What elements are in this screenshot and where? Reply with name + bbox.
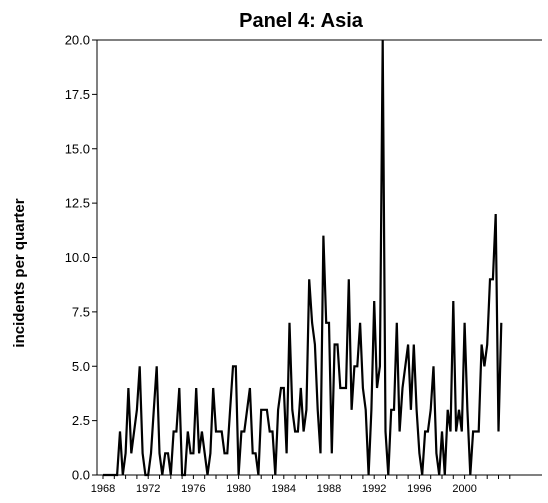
axes xyxy=(96,39,542,476)
y-axis-label: incidents per quarter xyxy=(11,198,28,347)
y-tick-label: 17.5 xyxy=(65,87,90,102)
x-tick-label: 1984 xyxy=(272,483,296,495)
chart-title: Panel 4: Asia xyxy=(239,10,364,32)
y-tick-label: 5.0 xyxy=(72,359,90,374)
x-tick-label: 1980 xyxy=(226,483,250,495)
x-tick-label: 2000 xyxy=(452,483,476,495)
y-tick-label: 2.5 xyxy=(72,413,90,428)
y-tick-label: 7.5 xyxy=(72,304,90,319)
x-tick-label: 1996 xyxy=(407,483,431,495)
x-tick-label: 1968 xyxy=(91,483,115,495)
x-tick-label: 1992 xyxy=(362,483,386,495)
x-ticks: 1968 1972 1976 1980 1984 1988 1992 1996 2000 xyxy=(91,475,511,495)
x-tick-label: 1976 xyxy=(181,483,205,495)
y-tick-label: 12.5 xyxy=(65,196,90,211)
y-tick-label: 10.0 xyxy=(65,250,90,265)
y-tick-label: 20.0 xyxy=(65,33,90,48)
series-line xyxy=(103,39,503,477)
x-tick-label: 1988 xyxy=(317,483,341,495)
plot-area xyxy=(103,39,503,477)
y-tick-label: 0.0 xyxy=(72,468,90,483)
y-ticks: 0.0 2.5 5.0 7.5 10.0 12.5 15.0 17.5 20.0 xyxy=(65,33,97,483)
x-tick-label: 1972 xyxy=(136,483,160,495)
y-tick-label: 15.0 xyxy=(65,141,90,156)
